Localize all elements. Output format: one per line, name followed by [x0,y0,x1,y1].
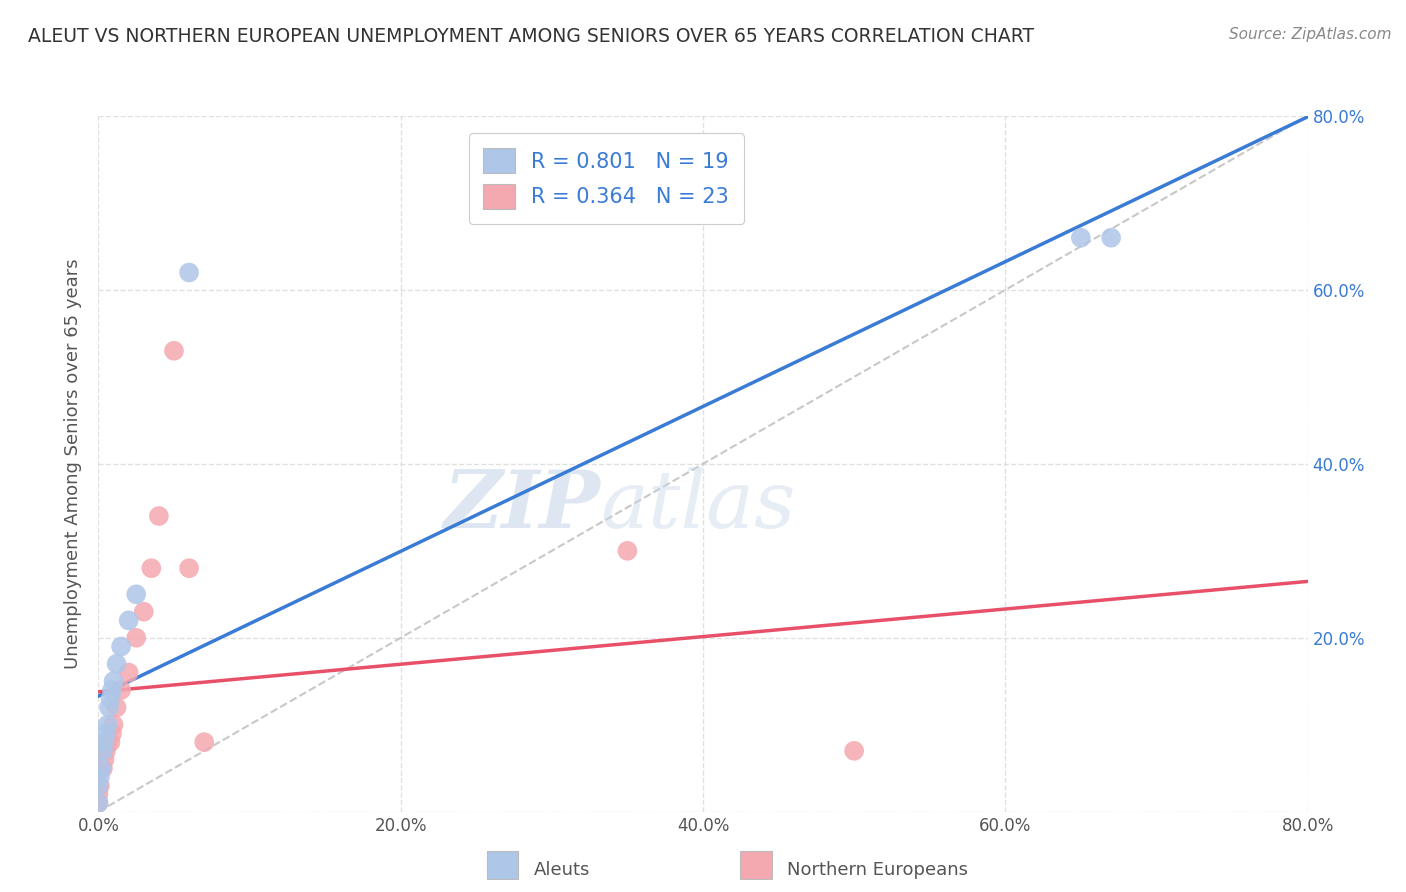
Y-axis label: Unemployment Among Seniors over 65 years: Unemployment Among Seniors over 65 years [65,259,83,669]
Point [125,587,148,601]
Point [110,640,132,654]
Point [87,788,110,801]
Text: ZIP: ZIP [443,467,600,544]
Point [105,657,128,671]
Point [103,717,125,731]
Point [1070,230,1092,244]
Point [101,726,124,740]
Point [193,735,215,749]
Text: Northern Europeans: Northern Europeans [787,861,969,879]
Point [87,779,110,793]
Text: atlas: atlas [600,467,796,544]
Point [1099,230,1122,244]
Point [96,735,118,749]
Point [91,744,114,758]
Point [118,665,141,680]
Point [125,631,148,645]
Point [141,561,163,575]
Point [100,735,122,749]
Text: ALEUT VS NORTHERN EUROPEAN UNEMPLOYMENT AMONG SENIORS OVER 65 YEARS CORRELATION : ALEUT VS NORTHERN EUROPEAN UNEMPLOYMENT … [28,27,1035,45]
Point [93,753,115,767]
Point [87,796,110,810]
Point [93,735,115,749]
Point [118,614,141,628]
Point [91,761,114,775]
Point [98,700,121,714]
Point [96,717,118,731]
Point [89,770,111,784]
Point [103,674,125,689]
Point [179,561,201,575]
Point [90,761,112,775]
Point [844,744,866,758]
Point [94,726,117,740]
Point [89,779,111,793]
Point [163,343,186,358]
Text: Aleuts: Aleuts [534,861,591,879]
Point [105,700,128,714]
Point [616,543,638,558]
Point [100,691,122,706]
Point [148,508,170,523]
Text: Source: ZipAtlas.com: Source: ZipAtlas.com [1229,27,1392,42]
Point [87,796,110,810]
Point [101,683,124,698]
Point [132,605,155,619]
Point [110,683,132,698]
Legend: R = 0.801   N = 19, R = 0.364   N = 23: R = 0.801 N = 19, R = 0.364 N = 23 [468,133,744,224]
Point [179,266,201,280]
Point [94,744,117,758]
Point [90,761,112,775]
